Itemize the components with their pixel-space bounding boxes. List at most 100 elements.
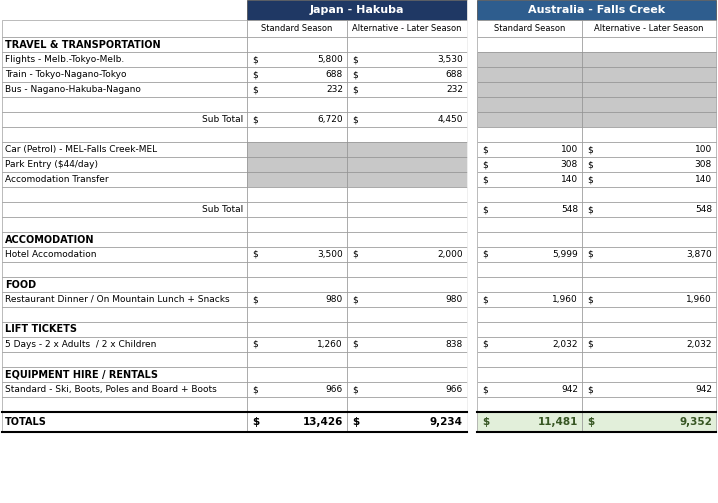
Text: Hotel Accomodation: Hotel Accomodation [5, 250, 96, 259]
Bar [477, 382, 582, 397]
Bar [582, 52, 716, 67]
Text: 100: 100 [561, 145, 578, 154]
Text: 232: 232 [446, 85, 463, 94]
Bar [2, 142, 247, 157]
Bar [2, 52, 247, 67]
Text: 308: 308 [695, 160, 712, 169]
Bar [467, 187, 477, 202]
Bar [2, 382, 247, 397]
Bar [582, 397, 716, 412]
Bar [247, 52, 347, 67]
Bar [2, 352, 247, 367]
Bar [347, 247, 467, 262]
Bar [247, 292, 347, 307]
Text: $: $ [352, 340, 358, 349]
Bar [477, 217, 582, 232]
Bar [582, 97, 716, 112]
Bar [477, 157, 582, 172]
Bar [582, 322, 716, 337]
Text: $: $ [482, 175, 488, 184]
Text: 3,870: 3,870 [686, 250, 712, 259]
Bar [347, 337, 467, 352]
Text: EQUIPMENT HIRE / RENTALS: EQUIPMENT HIRE / RENTALS [5, 370, 158, 379]
Bar [247, 112, 347, 127]
Bar [347, 322, 467, 337]
Bar [582, 367, 716, 382]
Text: 5 Days - 2 x Adults  / 2 x Children: 5 Days - 2 x Adults / 2 x Children [5, 340, 157, 349]
Bar [477, 82, 582, 97]
Bar [2, 412, 247, 432]
Bar [467, 202, 477, 217]
Text: 966: 966 [326, 385, 343, 394]
Text: 966: 966 [446, 385, 463, 394]
Text: Australia - Falls Creek: Australia - Falls Creek [528, 5, 665, 15]
Bar [247, 157, 347, 172]
Bar [247, 37, 347, 52]
Bar [2, 157, 247, 172]
Bar [467, 142, 477, 157]
Bar [2, 67, 247, 82]
Bar [467, 367, 477, 382]
Bar [467, 397, 477, 412]
Bar [247, 187, 347, 202]
Text: $: $ [352, 70, 358, 79]
Text: Train - Tokyo-Nagano-Tokyo: Train - Tokyo-Nagano-Tokyo [5, 70, 126, 79]
Bar [477, 37, 582, 52]
Bar [247, 262, 347, 277]
Bar [582, 382, 716, 397]
Bar [247, 127, 347, 142]
Bar [2, 292, 247, 307]
Text: Restaurant Dinner / On Mountain Lunch + Snacks: Restaurant Dinner / On Mountain Lunch + … [5, 295, 230, 304]
Bar [2, 127, 247, 142]
Text: Sub Total: Sub Total [202, 205, 243, 214]
Bar [582, 112, 716, 127]
Text: 3,530: 3,530 [437, 55, 463, 64]
Bar [2, 367, 247, 382]
Text: 1,960: 1,960 [552, 295, 578, 304]
Bar [247, 247, 347, 262]
Text: 9,234: 9,234 [430, 417, 463, 427]
Bar [477, 52, 582, 67]
Bar [2, 97, 247, 112]
Text: $: $ [352, 417, 359, 427]
Bar [467, 262, 477, 277]
Bar [467, 172, 477, 187]
Text: $: $ [587, 175, 593, 184]
Text: Standard - Ski, Boots, Poles and Board + Boots: Standard - Ski, Boots, Poles and Board +… [5, 385, 217, 394]
Bar [2, 0, 247, 20]
Text: 5,800: 5,800 [317, 55, 343, 64]
Bar [247, 97, 347, 112]
Bar [247, 20, 347, 37]
Text: 9,352: 9,352 [679, 417, 712, 427]
Text: $: $ [482, 250, 488, 259]
Bar [347, 232, 467, 247]
Bar [2, 337, 247, 352]
Bar [477, 97, 582, 112]
Text: 980: 980 [446, 295, 463, 304]
Text: TOTALS: TOTALS [5, 417, 47, 427]
Bar [247, 412, 347, 432]
Bar [477, 292, 582, 307]
Text: $: $ [252, 385, 258, 394]
Bar [347, 292, 467, 307]
Bar [477, 367, 582, 382]
Bar [347, 262, 467, 277]
Bar [582, 292, 716, 307]
Bar [2, 187, 247, 202]
Bar [247, 67, 347, 82]
Text: $: $ [252, 295, 258, 304]
Bar [467, 247, 477, 262]
Bar [347, 172, 467, 187]
Text: Standard Season: Standard Season [494, 24, 565, 33]
Text: $: $ [587, 205, 593, 214]
Bar [477, 232, 582, 247]
Bar [347, 67, 467, 82]
Text: 548: 548 [561, 205, 578, 214]
Bar [247, 397, 347, 412]
Text: $: $ [252, 417, 259, 427]
Bar [2, 20, 247, 37]
Text: ACCOMODATION: ACCOMODATION [5, 234, 95, 244]
Bar [347, 127, 467, 142]
Text: $: $ [482, 160, 488, 169]
Text: LIFT TICKETS: LIFT TICKETS [5, 324, 77, 334]
